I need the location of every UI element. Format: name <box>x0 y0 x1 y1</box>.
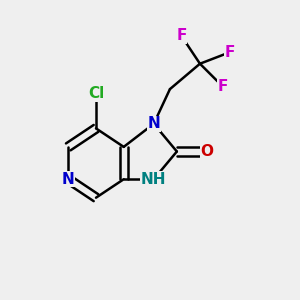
Text: F: F <box>225 45 235 60</box>
Text: F: F <box>176 28 187 44</box>
Text: N: N <box>62 172 75 187</box>
Text: N: N <box>147 116 160 131</box>
Text: F: F <box>218 79 228 94</box>
Text: Cl: Cl <box>88 86 104 101</box>
Text: O: O <box>200 144 213 159</box>
Text: NH: NH <box>141 172 167 187</box>
